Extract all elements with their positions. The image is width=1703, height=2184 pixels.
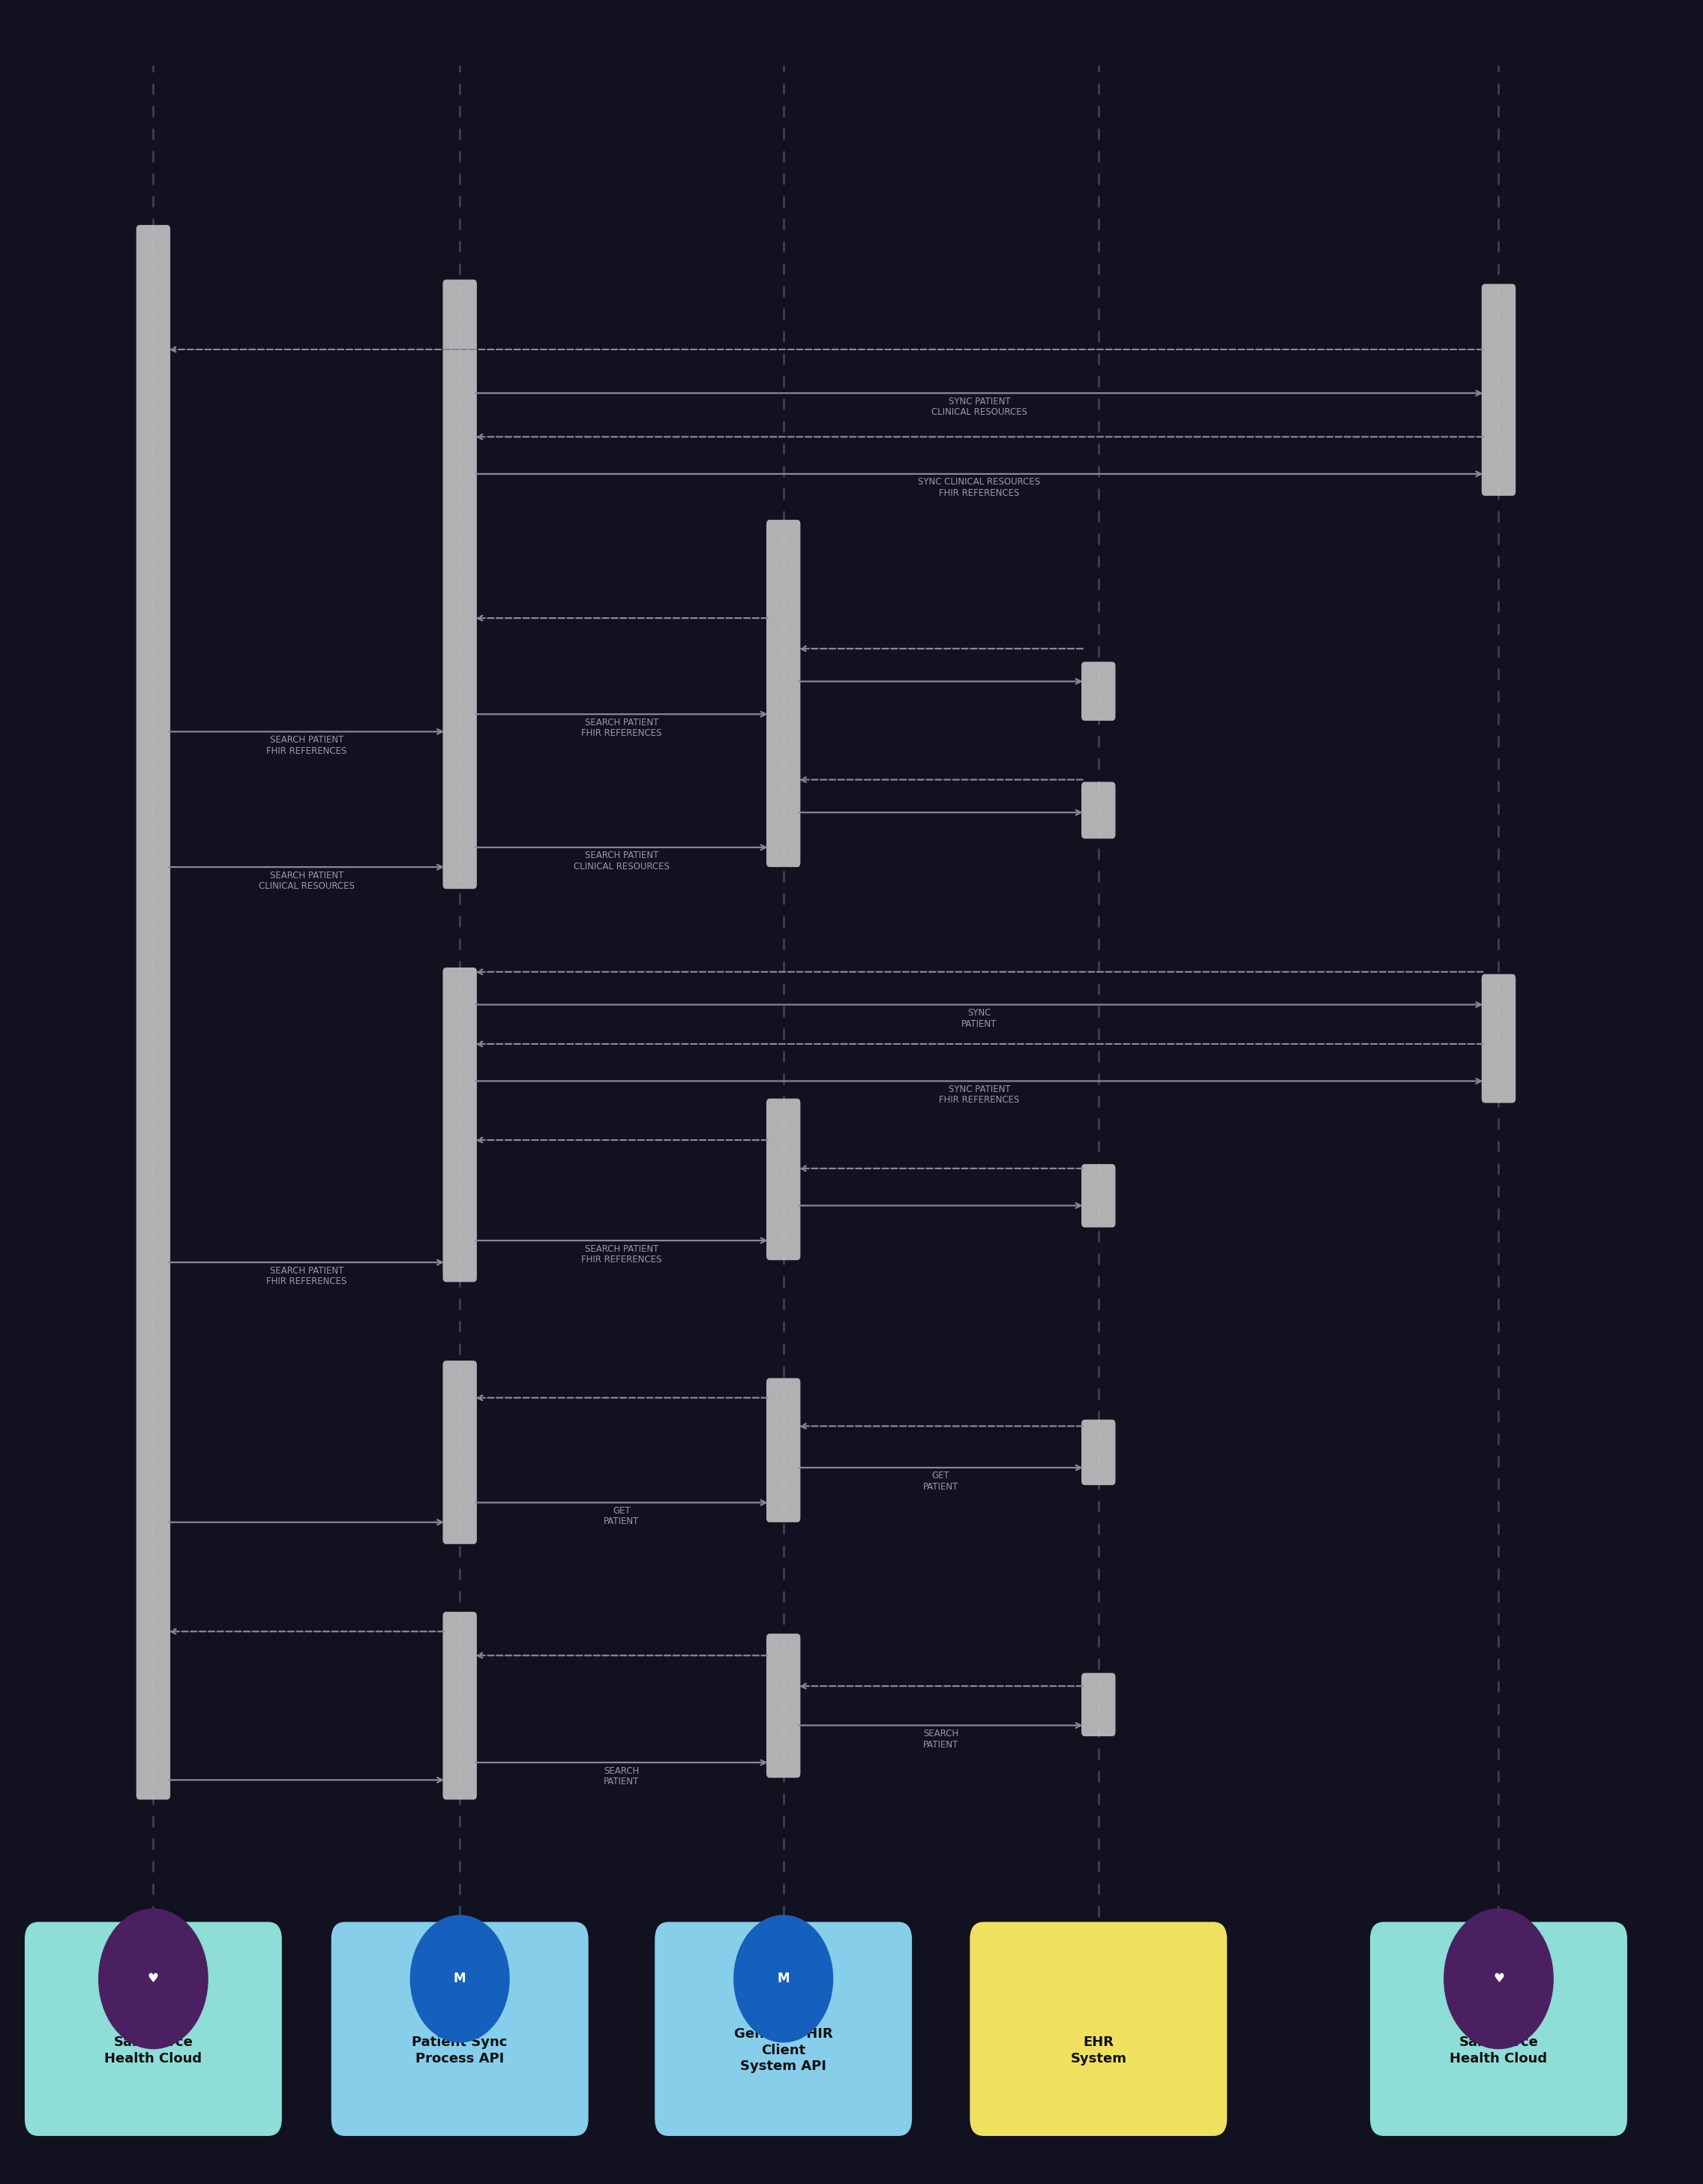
Text: EHR
System: EHR System [1069,2035,1127,2066]
Text: Salesforce
Health Cloud: Salesforce Health Cloud [1449,2035,1548,2066]
Text: GET
PATIENT: GET PATIENT [605,1507,639,1527]
Text: SEARCH PATIENT
FHIR REFERENCES: SEARCH PATIENT FHIR REFERENCES [581,1245,662,1265]
Circle shape [1444,1909,1553,2049]
Circle shape [734,1915,833,2042]
FancyBboxPatch shape [766,1099,800,1260]
Text: M: M [777,1972,790,1985]
FancyBboxPatch shape [1081,782,1115,839]
FancyBboxPatch shape [1482,284,1516,496]
Text: GET
PATIENT: GET PATIENT [923,1472,959,1492]
FancyBboxPatch shape [330,1922,589,2136]
Text: M: M [453,1972,467,1985]
FancyBboxPatch shape [443,1612,477,1800]
Circle shape [410,1915,509,2042]
FancyBboxPatch shape [443,968,477,1282]
FancyBboxPatch shape [766,520,800,867]
Text: SEARCH PATIENT
CLINICAL RESOURCES: SEARCH PATIENT CLINICAL RESOURCES [259,871,354,891]
FancyBboxPatch shape [443,280,477,889]
Text: SYNC PATIENT
FHIR REFERENCES: SYNC PATIENT FHIR REFERENCES [938,1085,1020,1105]
Text: SYNC
PATIENT: SYNC PATIENT [962,1009,996,1029]
Text: SYNC CLINICAL RESOURCES
FHIR REFERENCES: SYNC CLINICAL RESOURCES FHIR REFERENCES [918,478,1041,498]
FancyBboxPatch shape [1081,1673,1115,1736]
FancyBboxPatch shape [766,1634,800,1778]
FancyBboxPatch shape [1081,1164,1115,1227]
Text: Generic FHIR
Client
System API: Generic FHIR Client System API [734,2027,833,2073]
FancyBboxPatch shape [24,1922,283,2136]
Text: SEARCH
PATIENT: SEARCH PATIENT [605,1767,639,1787]
Text: SEARCH PATIENT
CLINICAL RESOURCES: SEARCH PATIENT CLINICAL RESOURCES [574,852,669,871]
FancyBboxPatch shape [443,1361,477,1544]
Text: ♥: ♥ [1494,1972,1504,1985]
FancyBboxPatch shape [1482,974,1516,1103]
Text: Salesforce
Health Cloud: Salesforce Health Cloud [104,2035,203,2066]
FancyBboxPatch shape [1081,662,1115,721]
Text: SEARCH PATIENT
FHIR REFERENCES: SEARCH PATIENT FHIR REFERENCES [266,1267,347,1286]
Text: ♥: ♥ [148,1972,158,1985]
Text: SEARCH PATIENT
FHIR REFERENCES: SEARCH PATIENT FHIR REFERENCES [581,719,662,738]
Circle shape [99,1909,208,2049]
FancyBboxPatch shape [766,1378,800,1522]
Text: Patient Sync
Process API: Patient Sync Process API [412,2035,507,2066]
FancyBboxPatch shape [136,225,170,1800]
Text: SEARCH
PATIENT: SEARCH PATIENT [923,1730,959,1749]
FancyBboxPatch shape [1081,1420,1115,1485]
FancyBboxPatch shape [971,1922,1226,2136]
Text: SEARCH PATIENT
FHIR REFERENCES: SEARCH PATIENT FHIR REFERENCES [266,736,347,756]
FancyBboxPatch shape [654,1922,913,2136]
Text: SYNC PATIENT
CLINICAL RESOURCES: SYNC PATIENT CLINICAL RESOURCES [932,397,1027,417]
FancyBboxPatch shape [1369,1922,1628,2136]
